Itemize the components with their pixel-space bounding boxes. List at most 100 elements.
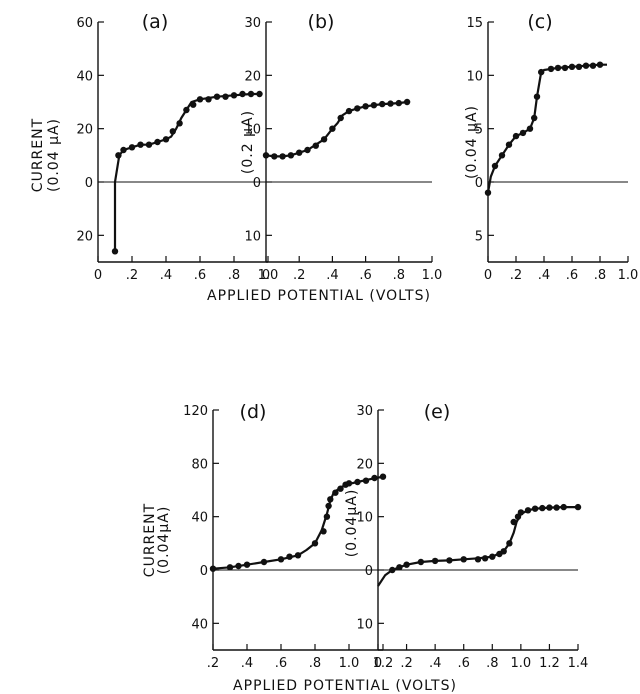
- x-axis-title-top: APPLIED POTENTIAL (VOLTS): [207, 288, 431, 304]
- data-point: [531, 505, 539, 512]
- x-tick-label: 0: [484, 268, 492, 283]
- panel-label: (e): [424, 401, 451, 423]
- data-point: [596, 61, 604, 68]
- panel-1: 60 40 20 0 20 0 .2 .4 .6 .8 1.0 (a) CURRENT (0.04 μA): [30, 11, 278, 283]
- data-point: [574, 503, 582, 511]
- data-point: [538, 68, 545, 76]
- x-tick-label: .6: [566, 268, 578, 283]
- data-point: [226, 564, 234, 571]
- y-tick-label: 40: [191, 511, 208, 526]
- data-point: [345, 107, 353, 115]
- data-point: [526, 125, 534, 132]
- y-tick-label: 5: [475, 123, 483, 138]
- data-point: [589, 62, 597, 69]
- y-axis-unit: (0.04 μA): [464, 105, 480, 179]
- data-point: [403, 98, 411, 106]
- x-tick-label: .2: [400, 656, 412, 671]
- data-point: [260, 558, 268, 566]
- x-tick-label: .2: [126, 268, 138, 283]
- panel-label: (c): [527, 11, 552, 33]
- data-point: [337, 485, 344, 492]
- series-line: [377, 506, 578, 587]
- data-point: [484, 189, 492, 196]
- x-tick-label: 1.0: [511, 656, 532, 671]
- x-tick-label: .6: [194, 268, 206, 283]
- data-point: [162, 136, 170, 143]
- x-tick-label: .2: [293, 268, 305, 283]
- panel-2: 30 20 10 0 10 0 .2 .4 .6 .8 1.0 (b) (0.2 μA): [240, 11, 442, 283]
- data-point: [312, 142, 319, 149]
- data-point: [296, 149, 303, 156]
- data-point: [519, 129, 527, 137]
- data-point: [279, 153, 286, 160]
- data-point: [235, 562, 242, 570]
- data-point: [539, 504, 546, 512]
- data-point: [243, 561, 251, 568]
- series-line: [486, 63, 607, 193]
- data-point: [190, 101, 197, 108]
- y-axis-unit: (0.04 μA): [46, 118, 62, 192]
- data-point: [546, 504, 553, 511]
- data-point: [304, 146, 311, 154]
- data-point: [239, 90, 246, 98]
- data-point: [575, 63, 583, 70]
- y-tick-label: 60: [76, 16, 93, 31]
- data-point: [561, 64, 569, 72]
- x-tick-label: 1.0: [258, 268, 279, 283]
- y-tick-label: 15: [466, 16, 483, 31]
- data-point: [568, 63, 576, 70]
- data-point: [379, 473, 387, 480]
- y-tick-label: 20: [244, 69, 261, 84]
- data-point: [230, 92, 238, 99]
- data-point: [176, 120, 183, 127]
- x-tick-label: .4: [241, 656, 253, 671]
- y-tick-label: 40: [76, 69, 93, 84]
- x-tick-label: 0: [374, 656, 382, 671]
- x-tick-label: .8: [228, 268, 240, 283]
- x-tick-label: .2: [510, 268, 522, 283]
- x-tick-label: .8: [594, 268, 606, 283]
- x-tick-label: 0: [94, 268, 102, 283]
- data-point: [554, 64, 562, 72]
- data-point: [354, 105, 361, 112]
- panel-label: (b): [308, 11, 335, 33]
- y-axis-unit: (0.2 μA): [240, 110, 256, 174]
- data-point: [387, 100, 394, 107]
- data-point: [327, 496, 334, 503]
- data-point: [329, 125, 336, 132]
- y-tick-label: 80: [191, 457, 208, 472]
- data-point: [205, 96, 212, 103]
- data-point: [154, 138, 161, 146]
- data-point: [345, 480, 353, 487]
- data-point: [213, 93, 221, 100]
- x-tick-label: .4: [326, 268, 338, 283]
- y-tick-label: 0: [253, 176, 261, 191]
- y-tick-label: 10: [466, 69, 483, 84]
- x-tick-label: 1.2: [373, 656, 394, 671]
- panel-3: 15 10 5 0 5 0 .2 .4 .6 .8 1.0 (c) (0.04 μA): [464, 11, 638, 283]
- data-point: [325, 502, 332, 510]
- y-tick-label: 10: [356, 617, 373, 632]
- panel-label: (d): [240, 401, 267, 423]
- data-point: [183, 106, 190, 114]
- data-point: [115, 152, 122, 159]
- data-point: [247, 90, 255, 98]
- y-tick-label: 0: [85, 176, 93, 191]
- data-point: [256, 90, 263, 98]
- y-tick-label: 0: [475, 176, 483, 191]
- data-point: [553, 504, 560, 511]
- data-point: [362, 477, 370, 484]
- y-axis-unit: (0.04μA): [344, 489, 360, 558]
- x-tick-label: .4: [538, 268, 550, 283]
- y-axis-title: CURRENT: [142, 503, 158, 577]
- data-point: [362, 103, 369, 110]
- x-tick-label: 1.4: [568, 656, 589, 671]
- data-point: [354, 478, 361, 486]
- data-point: [524, 507, 532, 514]
- y-tick-label: 20: [356, 457, 373, 472]
- x-tick-label: .4: [429, 656, 441, 671]
- y-tick-label: 10: [244, 229, 261, 244]
- data-point: [379, 100, 386, 108]
